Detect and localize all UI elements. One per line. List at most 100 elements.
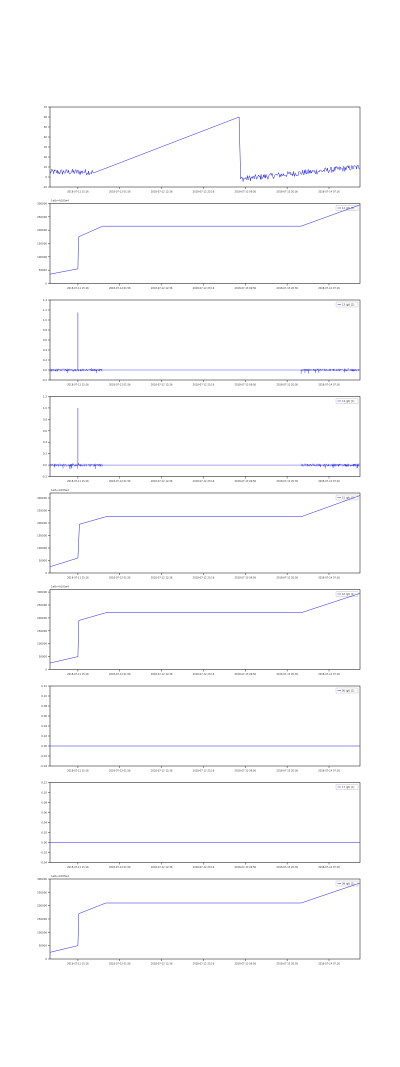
chart-panel-3: -0.2 0.0 0.2 0.4 0.6 0.8 1.0 1.2 1.4 2018-07-11 1… <box>42 298 361 387</box>
x-tick-label: 2018-07-11 15:16 <box>67 287 89 290</box>
x-tick-label: 2018-07-12 12:36 <box>151 577 173 580</box>
y-tick-label: 0 <box>45 668 47 672</box>
plot-frame <box>49 106 361 188</box>
x-tick-label: 2018-07-13 09:56 <box>235 673 257 676</box>
x-tick-label: 2018-07-12 12:36 <box>151 770 173 773</box>
y-tick-label: 0.12 <box>41 781 47 785</box>
x-tick-label: 2018-07-12 01:56 <box>109 963 131 966</box>
y-tick-label: 300000 <box>37 590 47 594</box>
y-tick-label: 30 <box>44 145 48 149</box>
y-tick-label: 50 <box>44 125 48 129</box>
plot-frame <box>49 878 361 960</box>
y-tick-label: 0.06 <box>41 714 47 718</box>
y-tick-label: 300000 <box>37 877 47 881</box>
y-tick-label: -0.04 <box>40 764 47 768</box>
y-tick-label: 0.08 <box>41 704 47 708</box>
y-tick-label: 100000 <box>37 255 47 259</box>
chart-panel-6: 0 50000 100000 150000 200000 250000 300000 2018… <box>37 585 361 676</box>
legend-box <box>335 784 359 790</box>
chart-panel-2: 0 50000 100000 150000 200000 250000 300000 2018… <box>37 199 361 290</box>
legend-label: 06 (gt) [1] <box>342 689 354 692</box>
x-tick-label: 2018-07-13 20:36 <box>276 866 298 869</box>
chart-panel-8: -0.04 -0.02 0.00 0.02 0.04 0.06 0.08 0.10 0.12 20… <box>40 781 361 869</box>
series-line <box>49 593 361 664</box>
legend-label: 17 (gt) [1] <box>342 786 354 789</box>
x-tick-label: 2018-07-12 12:36 <box>151 480 173 483</box>
y-tick-label: 200000 <box>37 521 47 525</box>
x-tick-label: 2018-07-12 01:56 <box>109 287 131 290</box>
series-line <box>49 882 361 953</box>
x-tick-label: 2018-07-12 23:16 <box>193 673 215 676</box>
x-tick-label: 2018-07-12 23:16 <box>193 191 215 194</box>
x-tick-label: 2018-07-11 15:16 <box>67 191 89 194</box>
y-tick-label: 1.2 <box>43 395 47 399</box>
x-tick-label: 2018-07-13 09:56 <box>235 577 257 580</box>
y-tick-label: 150000 <box>37 629 47 633</box>
x-tick-label: 2018-07-13 09:56 <box>235 191 257 194</box>
y-tick-label: 100000 <box>37 642 47 646</box>
offset-text: 1e8+4.003e4 <box>51 488 69 492</box>
chart-panel-5: 0 50000 100000 150000 200000 250000 300000 2018… <box>37 488 361 580</box>
y-tick-label: 20 <box>44 155 48 159</box>
legend-box <box>335 205 359 211</box>
y-tick-label: 0.04 <box>41 821 47 825</box>
y-tick-label: 0.2 <box>43 358 47 362</box>
offset-text: 1e8+4.003e4 <box>51 199 69 203</box>
x-tick-label: 2018-07-12 01:56 <box>109 384 131 387</box>
x-tick-label: 2018-07-11 15:16 <box>67 480 89 483</box>
y-tick-label: 200000 <box>37 904 47 908</box>
y-tick-label: 150000 <box>37 917 47 921</box>
x-tick-label: 2018-07-12 12:36 <box>151 866 173 869</box>
x-tick-label: 2018-07-13 20:36 <box>276 191 298 194</box>
legend-label: 08 (gt) [1] <box>342 882 354 885</box>
y-tick-label: 0.06 <box>41 811 47 815</box>
x-tick-label: 2018-07-12 23:16 <box>193 770 215 773</box>
x-tick-label: 2018-07-14 07:16 <box>318 287 340 290</box>
x-tick-label: 2018-07-14 07:16 <box>318 191 340 194</box>
y-tick-label: -0.02 <box>40 851 47 855</box>
x-tick-label: 2018-07-12 12:36 <box>151 287 173 290</box>
x-tick-label: 2018-07-12 23:16 <box>193 384 215 387</box>
legend-label: 13 (gt) [1] <box>342 303 354 306</box>
x-tick-label: 2018-07-12 12:36 <box>151 191 173 194</box>
x-tick-label: 2018-07-14 07:16 <box>318 866 340 869</box>
y-tick-label: 0 <box>45 175 47 179</box>
x-tick-label: 2018-07-14 07:16 <box>318 770 340 773</box>
y-tick-label: 0.6 <box>43 338 47 342</box>
y-tick-label: 0.10 <box>41 694 47 698</box>
y-tick-label: 1.2 <box>43 308 47 312</box>
y-tick-label: 50000 <box>39 944 48 948</box>
y-tick-label: 60 <box>44 115 48 119</box>
y-tick-label: 200000 <box>37 616 47 620</box>
plot-frame <box>49 685 361 767</box>
y-tick-label: 1.0 <box>43 318 47 322</box>
series-noise-band <box>300 463 360 469</box>
x-tick-label: 2018-07-14 07:16 <box>318 963 340 966</box>
y-tick-label: 0.6 <box>43 429 47 433</box>
y-tick-label: 150000 <box>37 534 47 538</box>
y-tick-label: 0.2 <box>43 452 47 456</box>
y-tick-label: 50000 <box>39 559 48 563</box>
y-tick-label: 300000 <box>37 496 47 500</box>
chart-panel-1: -10 0 10 20 30 40 50 60 70 2018-07-11 15:16 2018-0… <box>43 105 361 194</box>
x-tick-label: 2018-07-12 12:36 <box>151 963 173 966</box>
x-tick-label: 2018-07-12 01:56 <box>109 673 131 676</box>
x-tick-label: 2018-07-13 09:56 <box>235 866 257 869</box>
series-line <box>49 204 361 275</box>
y-tick-label: 100000 <box>37 930 47 934</box>
x-tick-label: 2018-07-13 20:36 <box>276 480 298 483</box>
y-tick-label: 1.0 <box>43 406 47 410</box>
chart-panel-9: 0 50000 100000 150000 200000 250000 300000 2018… <box>37 874 361 966</box>
x-tick-label: 2018-07-13 20:36 <box>276 963 298 966</box>
x-tick-label: 2018-07-12 23:16 <box>193 480 215 483</box>
series-noise-band <box>49 462 103 470</box>
y-tick-label: 0.0 <box>43 463 47 467</box>
y-tick-label: 200000 <box>37 228 47 232</box>
y-tick-label: 0.04 <box>41 724 47 728</box>
y-tick-label: 40 <box>44 135 48 139</box>
y-tick-label: 100000 <box>37 546 47 550</box>
y-tick-label: 150000 <box>37 242 47 246</box>
y-tick-label: 0.4 <box>43 440 47 444</box>
